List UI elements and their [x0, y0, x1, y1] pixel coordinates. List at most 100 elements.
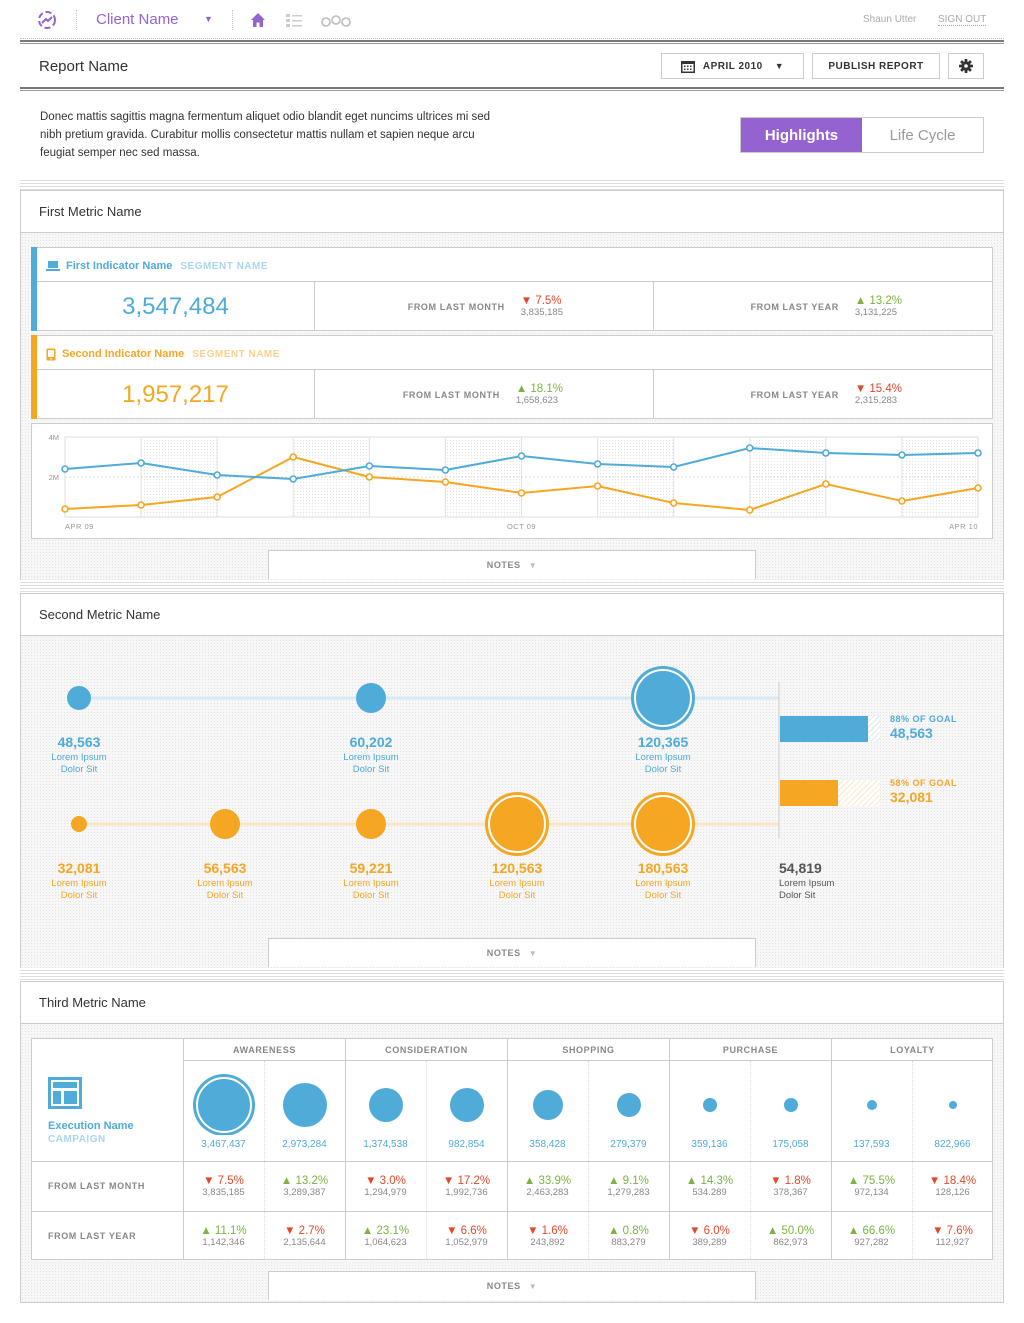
funnel-node[interactable] [210, 809, 240, 839]
trend-chart: 4M 2M APR 09 OCT 09 APR 10 [31, 423, 993, 539]
data-point[interactable] [213, 471, 221, 479]
change-percent: ▼ 1.8% [770, 1175, 811, 1187]
data-point[interactable] [289, 475, 298, 483]
bubble-cell[interactable]: 137,593 [831, 1061, 912, 1161]
bubble-cell[interactable]: 175,058 [750, 1061, 831, 1161]
data-point[interactable] [61, 465, 69, 473]
list-icon[interactable] [286, 13, 302, 27]
date-picker-button[interactable]: APRIL 2010 ▼ [661, 53, 804, 79]
data-point[interactable] [441, 466, 450, 474]
bubble-cell[interactable]: 359,136 [669, 1061, 750, 1161]
change-percent: ▲ 9.1% [608, 1175, 649, 1187]
down-arrow-icon: ▼ [770, 1174, 785, 1187]
data-point[interactable] [61, 505, 69, 513]
bubble [368, 1088, 403, 1122]
data-point[interactable] [745, 444, 754, 452]
x-tick-label: APR 09 [65, 522, 94, 531]
funnel-node[interactable] [631, 792, 695, 856]
data-point[interactable] [137, 459, 145, 467]
data-point[interactable] [137, 501, 145, 509]
down-arrow-icon: ▼ [527, 1224, 542, 1237]
stage-header: SHOPPING [507, 1039, 669, 1061]
data-point[interactable] [441, 478, 450, 486]
x-tick-label: APR 10 [949, 522, 978, 531]
segment-name: SEGMENT NAME [180, 260, 269, 272]
bubble-cell[interactable]: 358,428 [507, 1061, 588, 1161]
funnel-node[interactable] [67, 686, 91, 710]
y-tick-label: 2M [49, 473, 59, 482]
bubble-value: 982,854 [448, 1139, 485, 1150]
bubble-value: 175,058 [772, 1139, 809, 1150]
node-value: 60,202 [349, 734, 393, 750]
data-point[interactable] [593, 460, 602, 468]
notes-toggle[interactable]: NOTES ▼ [268, 938, 756, 967]
report-description: Donec mattis sagittis magna fermentum al… [40, 111, 490, 159]
data-point[interactable] [517, 452, 526, 460]
percent-value: 75.5% [862, 1174, 896, 1187]
data-point[interactable] [517, 489, 526, 497]
data-point[interactable] [289, 453, 298, 461]
percent-value: 50.0% [781, 1224, 815, 1237]
data-point[interactable] [974, 484, 982, 492]
tab-highlights[interactable]: Highlights [741, 118, 862, 152]
bubble-cell[interactable]: 822,966 [912, 1061, 993, 1161]
sign-out-link[interactable]: SIGN OUT [938, 14, 987, 26]
up-arrow-icon: ▲ [361, 1224, 377, 1237]
data-point[interactable] [822, 480, 830, 488]
logo-icon[interactable] [38, 11, 56, 29]
funnel-node[interactable] [356, 809, 386, 839]
indicator-name: First Indicator Name [66, 260, 173, 272]
column-divider [750, 1061, 751, 1259]
data-point[interactable] [898, 497, 906, 505]
down-arrow-icon: ▼ [689, 1224, 704, 1237]
down-arrow-icon: ▼ [365, 1174, 380, 1187]
settings-button[interactable] [948, 53, 984, 79]
funnel-node[interactable] [71, 816, 87, 832]
up-arrow-icon: ▲ [847, 1174, 863, 1187]
glasses-icon[interactable] [321, 13, 351, 27]
notes-toggle[interactable]: NOTES ▼ [268, 550, 756, 579]
node-caption: Lorem Ipsum Dolor Sit [51, 878, 107, 901]
month-comparison: FROM LAST MONTH ▲ 18.1% 1,658,623 [315, 370, 653, 419]
percent-value: 15.4% [869, 383, 902, 395]
phone-icon [46, 348, 56, 360]
change-percent: ▲ 23.1% [362, 1225, 409, 1237]
funnel-node[interactable] [485, 792, 549, 856]
bubble-cell[interactable]: 982,854 [426, 1061, 507, 1161]
data-point[interactable] [822, 449, 830, 457]
year-change-cell: ▼ 7.6% 112,927 [912, 1211, 993, 1261]
tab-life-cycle[interactable]: Life Cycle [862, 118, 983, 152]
data-point[interactable] [669, 499, 678, 507]
funnel-node[interactable] [631, 666, 695, 730]
data-point[interactable] [669, 463, 678, 471]
notes-toggle[interactable]: NOTES ▼ [268, 1271, 756, 1300]
data-point[interactable] [745, 506, 754, 514]
execution-name[interactable]: Execution Name [48, 1120, 134, 1132]
year-comparison: FROM LAST YEAR ▼ 15.4% 2,315,283 [653, 370, 992, 419]
bubble [192, 1074, 255, 1135]
data-point[interactable] [365, 473, 374, 481]
column-divider [345, 1061, 346, 1259]
data-point[interactable] [593, 482, 602, 490]
client-name-dropdown[interactable]: Client Name [96, 11, 179, 28]
data-point[interactable] [365, 462, 374, 470]
data-point[interactable] [974, 449, 982, 457]
funnel-node[interactable] [356, 683, 386, 713]
bubble-cell[interactable]: 3,467,437 [183, 1061, 264, 1161]
goal-value: 48,563 [890, 725, 933, 741]
bubble-value: 358,428 [529, 1139, 566, 1150]
bubble-cell[interactable]: 1,374,538 [345, 1061, 426, 1161]
publish-report-button[interactable]: PUBLISH REPORT [812, 53, 940, 79]
chevron-down-icon[interactable]: ▼ [204, 14, 213, 24]
previous-value: 1,064,623 [364, 1236, 407, 1248]
previous-value: 3,835,185 [520, 307, 563, 318]
change-percent: ▼ 7.6% [932, 1225, 973, 1237]
home-icon[interactable] [250, 12, 266, 28]
previous-value: 389,289 [692, 1236, 727, 1248]
column-divider [507, 1061, 508, 1259]
percent-value: 14.3% [700, 1174, 734, 1187]
data-point[interactable] [213, 493, 221, 501]
bubble-cell[interactable]: 279,379 [588, 1061, 669, 1161]
bubble-cell[interactable]: 2,973,284 [264, 1061, 345, 1161]
data-point[interactable] [898, 451, 906, 459]
